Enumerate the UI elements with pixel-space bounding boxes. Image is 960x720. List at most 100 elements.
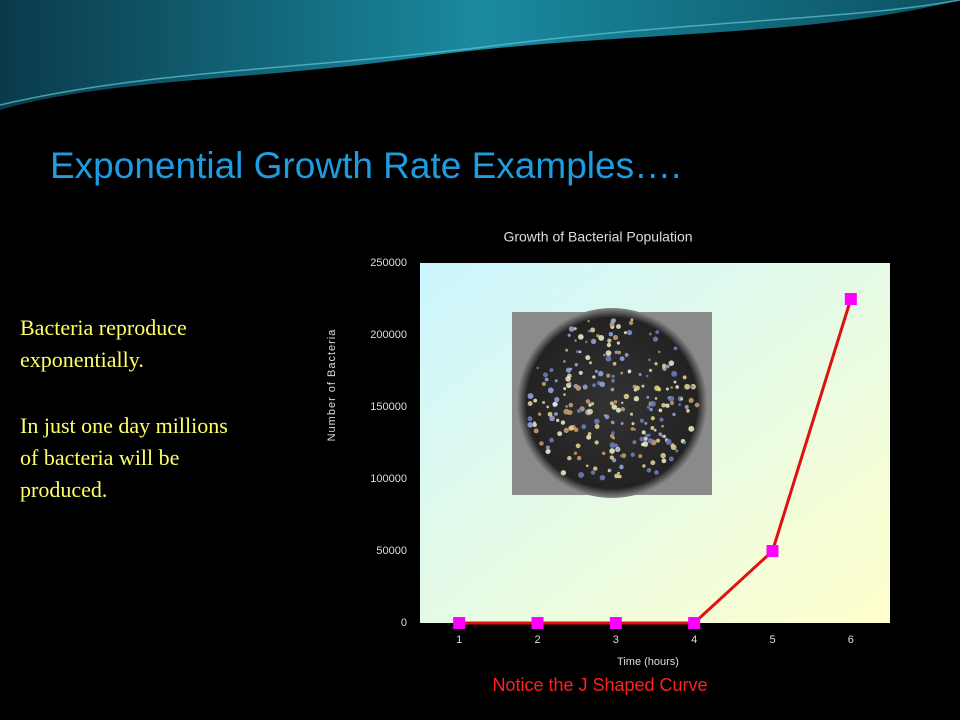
colony (659, 417, 664, 422)
colony (646, 395, 650, 399)
x-tick-label: 2 (534, 634, 540, 646)
colony (654, 385, 660, 391)
colony (610, 318, 616, 324)
colony (527, 416, 533, 422)
x-tick-label: 1 (456, 634, 462, 646)
colony (671, 370, 678, 377)
colony (618, 474, 622, 479)
colony (554, 379, 558, 383)
colony (615, 407, 622, 413)
colony (594, 424, 600, 429)
colony (585, 464, 589, 468)
colony (638, 373, 642, 376)
marker (766, 545, 779, 557)
colony (619, 464, 624, 470)
colony (610, 387, 615, 392)
colony (585, 399, 591, 404)
colony (617, 471, 621, 475)
colony (592, 383, 596, 388)
colony (568, 326, 575, 332)
colony (585, 340, 588, 344)
line (459, 298, 853, 625)
colony (573, 451, 578, 455)
colony (554, 396, 560, 403)
colony (611, 378, 615, 383)
colony (527, 393, 534, 400)
colony (633, 396, 640, 402)
colony (575, 443, 581, 449)
colony (616, 324, 621, 329)
colony (587, 329, 591, 333)
colony (576, 455, 582, 461)
colony (668, 360, 675, 366)
y-tick-label: 250000 (370, 257, 407, 269)
colony (656, 438, 660, 443)
colony (639, 418, 644, 423)
colony (634, 385, 640, 391)
colony (567, 333, 571, 337)
wave-line (0, 0, 960, 106)
x-tick-label: 5 (769, 634, 775, 646)
colony (609, 442, 616, 449)
colony (611, 431, 615, 435)
colony (592, 375, 596, 379)
colony (650, 460, 656, 466)
colony (649, 407, 653, 412)
colony (623, 393, 630, 400)
colony (527, 422, 534, 428)
colony (547, 411, 553, 417)
colony (612, 334, 619, 341)
colony (620, 401, 624, 405)
colony (647, 438, 653, 444)
colony (670, 401, 675, 406)
colony (630, 318, 634, 322)
colony (603, 353, 606, 357)
colony (684, 404, 689, 409)
body-text: of bacteria will be (20, 445, 179, 470)
colony (632, 440, 637, 445)
colony (609, 434, 615, 439)
colony (607, 469, 611, 473)
colony (594, 418, 600, 425)
colony (621, 453, 627, 459)
colony (620, 406, 626, 412)
colony (567, 455, 572, 461)
colony (533, 398, 538, 403)
colony (644, 433, 649, 438)
colony (609, 401, 614, 406)
colony (560, 420, 566, 425)
colony (653, 428, 657, 432)
colony (633, 428, 637, 431)
colony (638, 454, 643, 459)
colony (682, 375, 687, 380)
petri-dish-photo (512, 308, 712, 498)
colony (658, 350, 661, 354)
colony (642, 464, 646, 468)
colony (574, 362, 579, 367)
colony (539, 441, 544, 446)
colony (620, 371, 624, 375)
colony (610, 420, 615, 425)
colony (545, 449, 551, 455)
colony (623, 331, 628, 335)
colony (563, 427, 569, 433)
colony (588, 403, 592, 407)
colony (668, 395, 675, 402)
colony (641, 430, 646, 435)
colony (609, 448, 615, 454)
y-axis-label: Number of Bacteria (326, 329, 338, 442)
colony (574, 339, 577, 342)
colony (660, 452, 666, 459)
colony (612, 361, 617, 366)
marker (453, 617, 466, 629)
colony (546, 405, 550, 409)
colony (597, 370, 604, 377)
body-text: exponentially. (20, 347, 144, 372)
colony (609, 455, 614, 460)
colony (590, 338, 597, 345)
colony (670, 444, 677, 451)
colony (590, 470, 596, 475)
colony (641, 442, 645, 447)
colony (605, 355, 612, 362)
